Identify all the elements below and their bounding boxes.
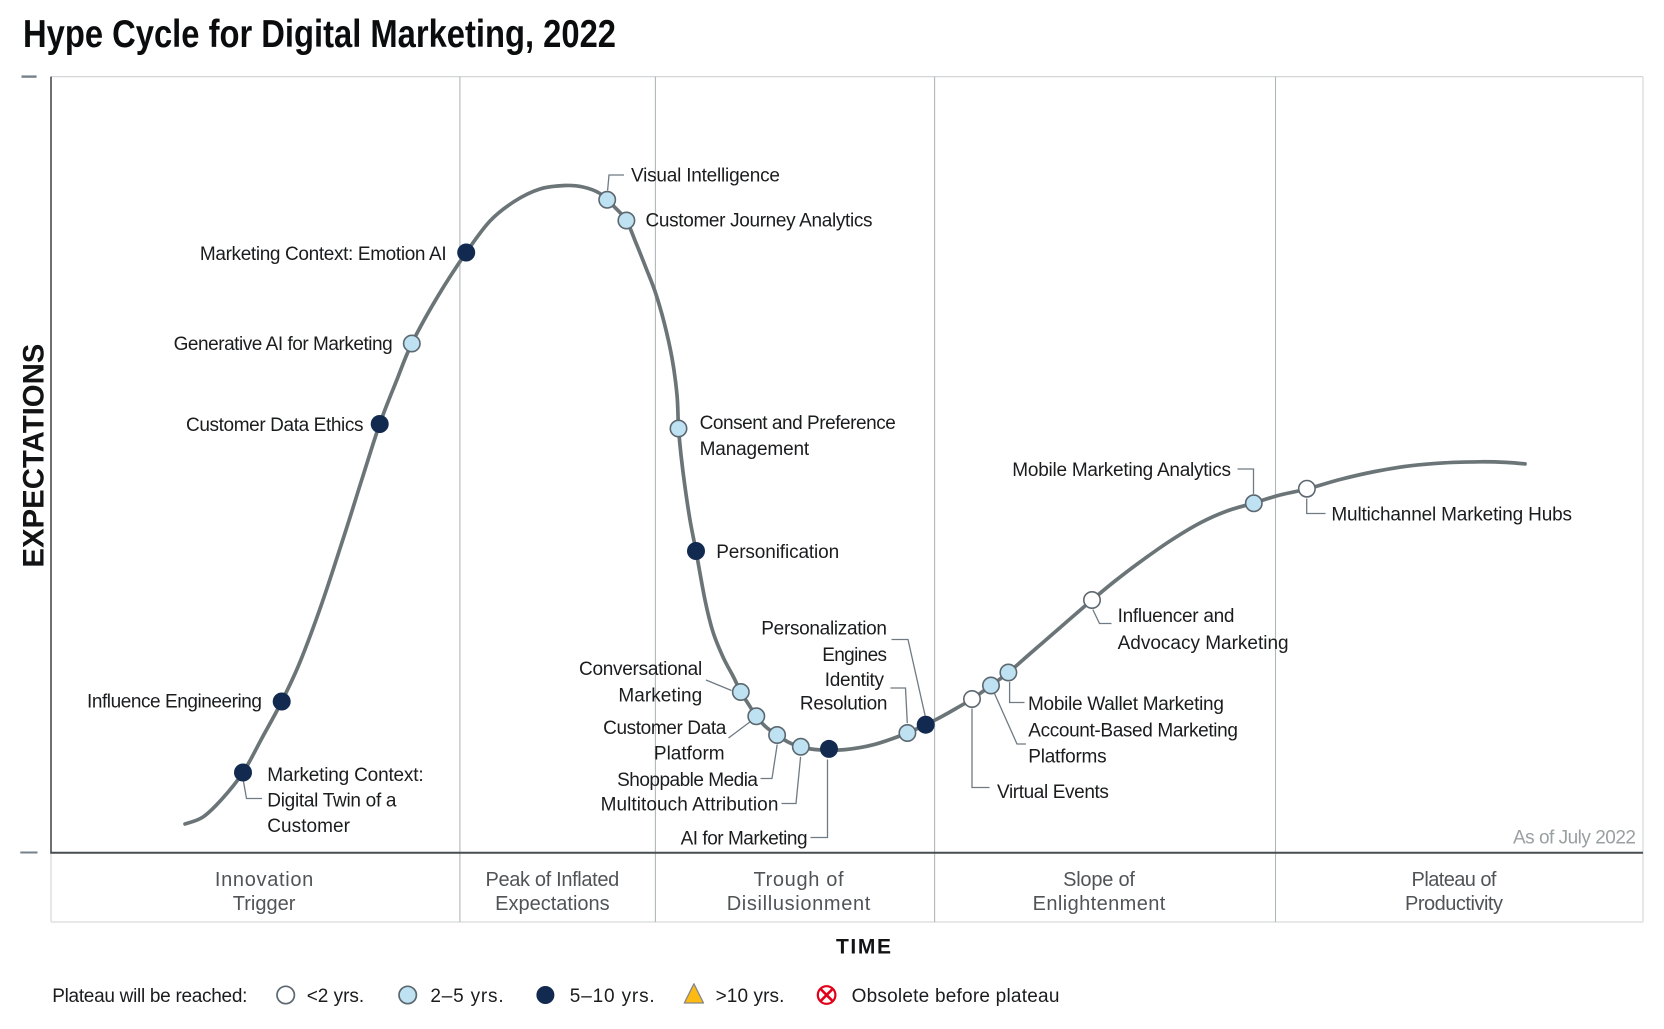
svg-text:Mobile Marketing Analytics: Mobile Marketing Analytics bbox=[1012, 460, 1231, 481]
svg-text:Innovation: Innovation bbox=[215, 869, 313, 891]
svg-text:Digital Twin of a: Digital Twin of a bbox=[267, 790, 397, 811]
svg-text:Slope of: Slope of bbox=[1063, 869, 1135, 891]
svg-text:Marketing: Marketing bbox=[618, 685, 702, 706]
svg-text:Enlightenment: Enlightenment bbox=[1033, 893, 1166, 915]
svg-text:Marketing Context: Emotion AI: Marketing Context: Emotion AI bbox=[200, 244, 447, 265]
svg-text:Peak of Inflated: Peak of Inflated bbox=[486, 869, 620, 891]
svg-text:Advocacy Marketing: Advocacy Marketing bbox=[1118, 633, 1289, 654]
svg-text:Customer Journey Analytics: Customer Journey Analytics bbox=[646, 211, 873, 232]
svg-text:Resolution: Resolution bbox=[800, 693, 888, 714]
svg-text:Generative AI for Marketing: Generative AI for Marketing bbox=[174, 334, 393, 355]
svg-text:Platform: Platform bbox=[654, 743, 725, 764]
svg-text:Virtual Events: Virtual Events bbox=[997, 782, 1109, 803]
svg-text:EXPECTATIONS: EXPECTATIONS bbox=[18, 344, 51, 568]
svg-text:<2 yrs.: <2 yrs. bbox=[307, 986, 365, 1007]
svg-text:Multitouch Attribution: Multitouch Attribution bbox=[601, 795, 779, 816]
svg-text:As of July 2022: As of July 2022 bbox=[1513, 828, 1636, 849]
svg-text:Consent and Preference: Consent and Preference bbox=[700, 413, 896, 434]
svg-text:Expectations: Expectations bbox=[495, 893, 610, 915]
svg-text:Influence Engineering: Influence Engineering bbox=[87, 691, 262, 712]
svg-text:Engines: Engines bbox=[822, 645, 887, 666]
svg-text:Personalization: Personalization bbox=[761, 618, 887, 639]
svg-text:Plateau of: Plateau of bbox=[1412, 869, 1497, 891]
svg-text:Hype Cycle for Digital Marketi: Hype Cycle for Digital Marketing, 2022 bbox=[23, 13, 616, 56]
svg-text:Platforms: Platforms bbox=[1028, 746, 1106, 767]
svg-text:TIME: TIME bbox=[836, 935, 891, 958]
svg-text:Customer Data: Customer Data bbox=[603, 718, 727, 739]
svg-text:Obsolete before plateau: Obsolete before plateau bbox=[852, 986, 1060, 1007]
svg-text:Account-Based Marketing: Account-Based Marketing bbox=[1028, 720, 1238, 741]
svg-text:Shoppable Media: Shoppable Media bbox=[617, 770, 758, 791]
svg-text:Marketing Context:: Marketing Context: bbox=[267, 765, 423, 786]
svg-text:Identity: Identity bbox=[825, 670, 885, 691]
svg-text:Mobile Wallet Marketing: Mobile Wallet Marketing bbox=[1028, 694, 1224, 715]
svg-text:Productivity: Productivity bbox=[1405, 893, 1503, 915]
svg-text:Multichannel Marketing Hubs: Multichannel Marketing Hubs bbox=[1331, 505, 1572, 526]
svg-text:2–5 yrs.: 2–5 yrs. bbox=[430, 986, 503, 1007]
svg-text:Customer: Customer bbox=[267, 816, 350, 837]
svg-text:Plateau will be reached:: Plateau will be reached: bbox=[52, 986, 247, 1007]
svg-text:Trigger: Trigger bbox=[233, 893, 296, 915]
svg-text:AI for Marketing: AI for Marketing bbox=[681, 828, 808, 849]
svg-text:Conversational: Conversational bbox=[579, 659, 702, 680]
svg-text:5–10 yrs.: 5–10 yrs. bbox=[570, 986, 655, 1007]
svg-text:Trough of: Trough of bbox=[753, 869, 844, 891]
svg-text:Disillusionment: Disillusionment bbox=[727, 893, 871, 915]
svg-text:Personification: Personification bbox=[716, 542, 839, 563]
svg-text:>10 yrs.: >10 yrs. bbox=[716, 986, 785, 1007]
svg-text:Influencer and: Influencer and bbox=[1118, 606, 1235, 627]
svg-text:Visual Intelligence: Visual Intelligence bbox=[631, 165, 780, 186]
svg-text:Customer Data Ethics: Customer Data Ethics bbox=[186, 415, 364, 436]
svg-text:Management: Management bbox=[700, 439, 810, 460]
